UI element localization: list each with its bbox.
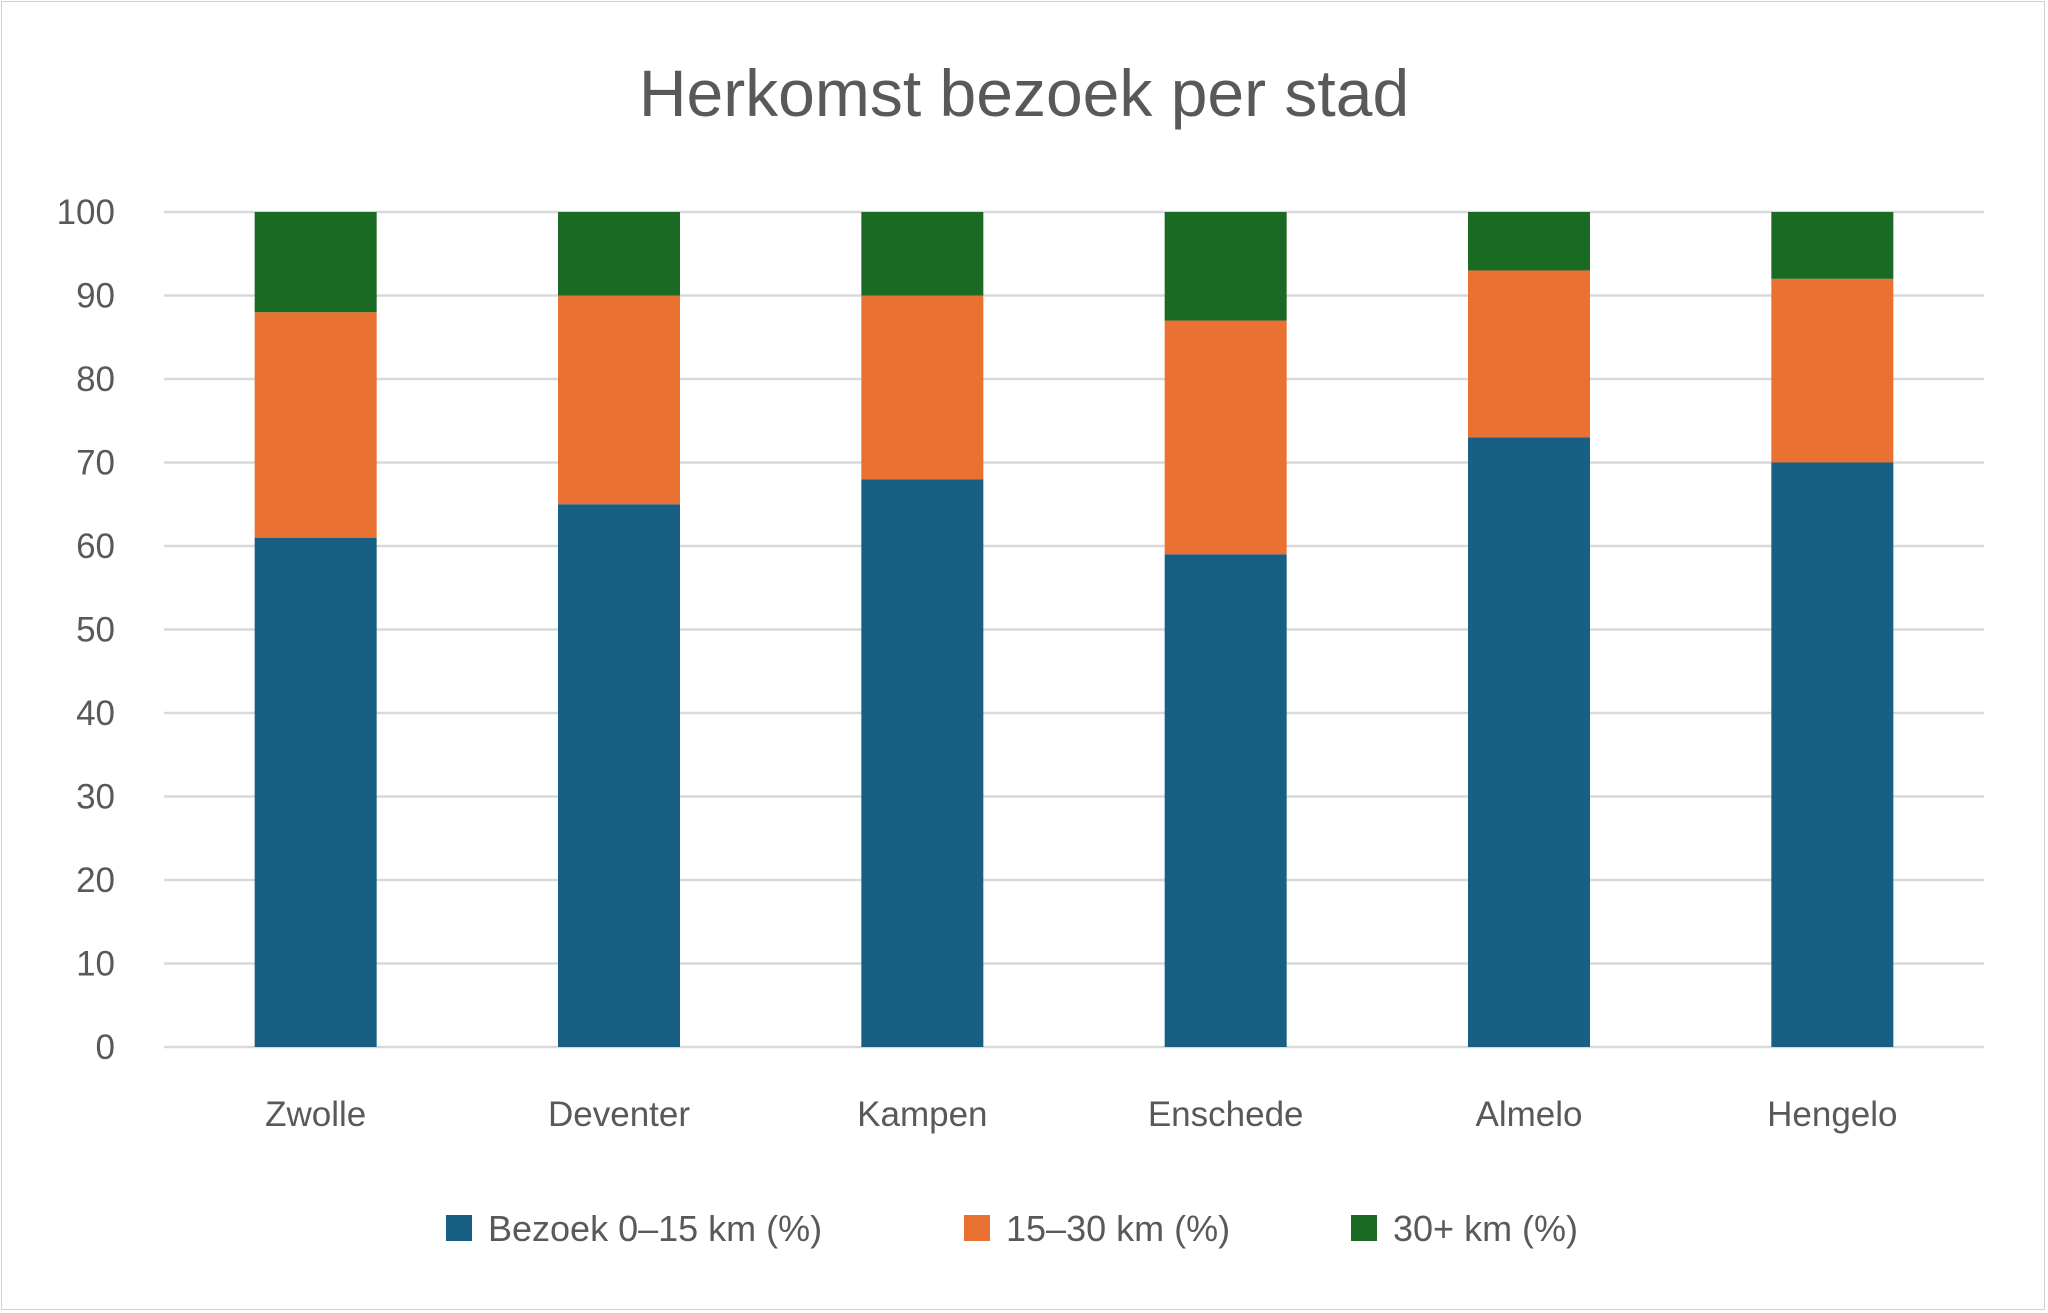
y-tick-label: 30	[76, 778, 115, 817]
legend-swatch	[446, 1215, 472, 1241]
x-tick-label: Enschede	[1148, 1095, 1304, 1134]
bar-segment-deventer-1	[558, 295, 680, 505]
x-tick-label: Hengelo	[1767, 1095, 1897, 1134]
bar-segment-zwolle-1	[254, 312, 377, 538]
bar-segment-deventer-0	[558, 504, 680, 1047]
x-tick-label: Deventer	[548, 1095, 690, 1134]
gridlines	[164, 210, 1984, 1049]
bar-segment-kampen-0	[861, 479, 984, 1047]
y-tick-label: 90	[76, 277, 115, 316]
bar-segment-kampen-2	[861, 212, 984, 296]
bar-segment-enschede-0	[1164, 554, 1287, 1047]
y-tick-label: 100	[57, 193, 115, 232]
legend-label: 30+ km (%)	[1393, 1208, 1578, 1249]
bar-segment-hengelo-0	[1771, 462, 1894, 1047]
bar-segment-hengelo-2	[1771, 212, 1894, 279]
y-axis-ticks: 0 10 20 30 40 50 60 70 80 90 100	[57, 193, 115, 1067]
bar-segment-enschede-1	[1164, 320, 1287, 555]
y-tick-label: 70	[76, 444, 115, 483]
bar-segment-almelo-2	[1468, 212, 1590, 271]
y-tick-label: 20	[76, 861, 115, 900]
bars	[254, 212, 1894, 1047]
bar-segment-almelo-1	[1468, 270, 1590, 438]
legend-label: 15–30 km (%)	[1006, 1208, 1230, 1249]
bar-segment-hengelo-1	[1771, 278, 1894, 463]
chart-title: Herkomst bezoek per stad	[639, 56, 1409, 130]
y-tick-label: 50	[76, 611, 115, 650]
bar-segment-enschede-2	[1164, 212, 1287, 321]
y-tick-label: 0	[96, 1028, 115, 1067]
bar-segment-kampen-1	[861, 295, 984, 480]
bar-segment-almelo-0	[1468, 437, 1590, 1047]
x-tick-label: Zwolle	[265, 1095, 366, 1134]
y-tick-label: 60	[76, 527, 115, 566]
legend: Bezoek 0–15 km (%) 15–30 km (%) 30+ km (%)	[446, 1208, 1578, 1249]
legend-swatch	[1351, 1215, 1377, 1241]
y-tick-label: 10	[76, 945, 115, 984]
x-axis-labels: Zwolle Deventer Kampen Enschede Almelo Hengel…	[265, 1095, 1897, 1134]
y-tick-label: 40	[76, 694, 115, 733]
bar-segment-zwolle-0	[254, 537, 377, 1047]
x-tick-label: Almelo	[1476, 1095, 1583, 1134]
legend-swatch	[964, 1215, 990, 1241]
bar-segment-deventer-2	[558, 212, 680, 296]
y-tick-label: 80	[76, 360, 115, 399]
x-tick-label: Kampen	[857, 1095, 987, 1134]
legend-label: Bezoek 0–15 km (%)	[488, 1208, 822, 1249]
bar-segment-zwolle-2	[254, 212, 377, 313]
